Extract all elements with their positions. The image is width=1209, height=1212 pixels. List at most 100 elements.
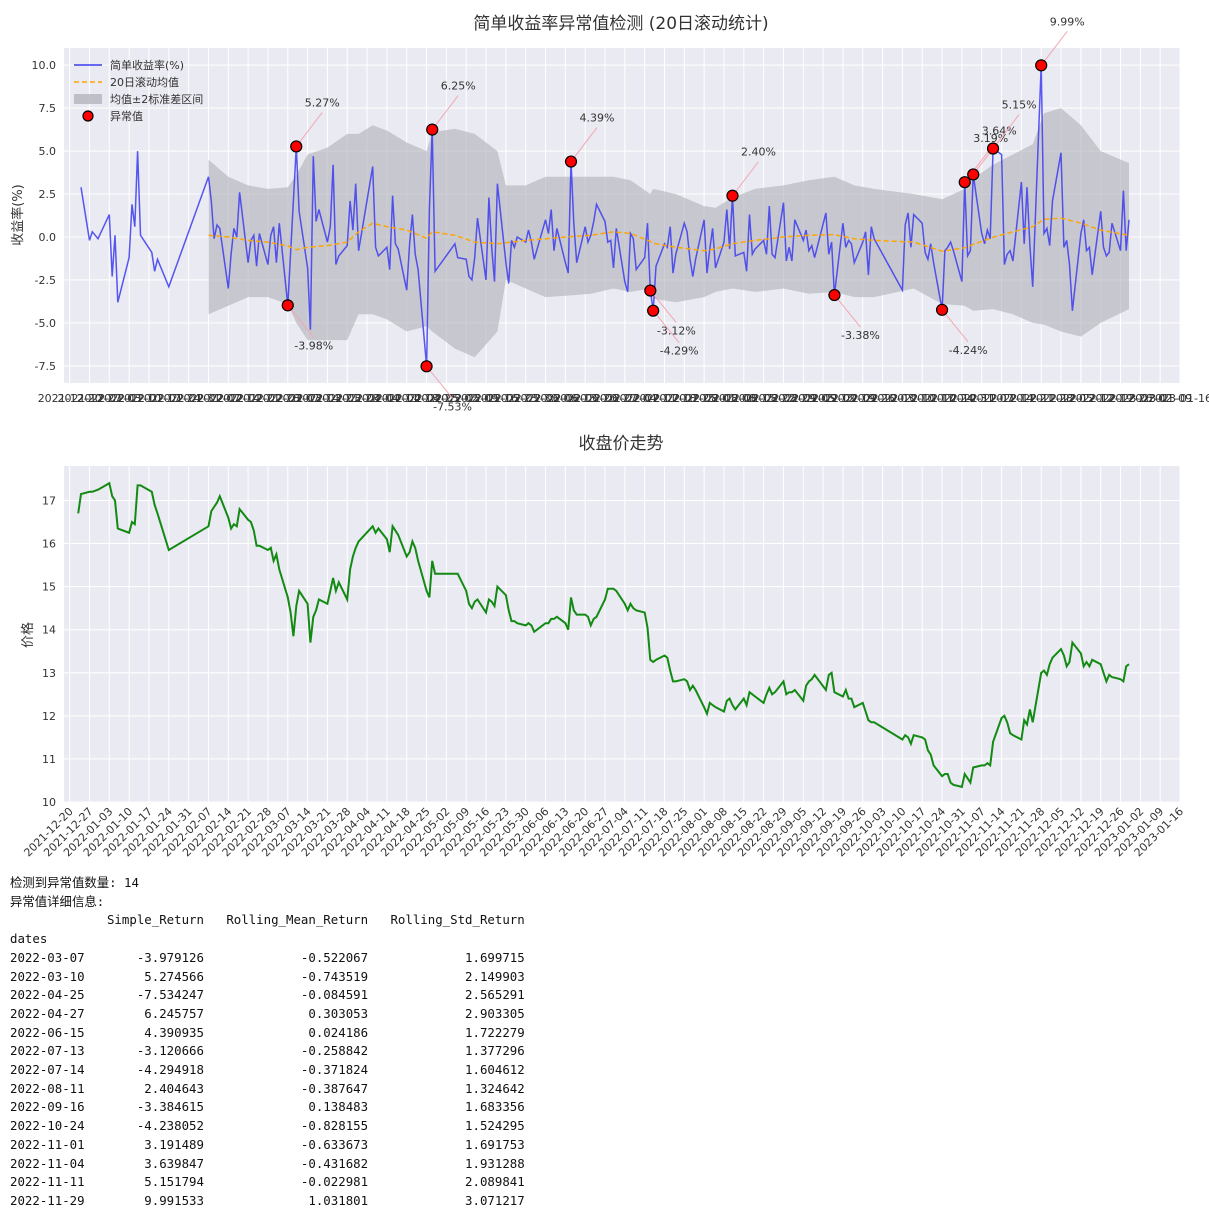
- returns-x-tick-label: 2022-09-05: [771, 392, 835, 405]
- returns-x-tick-label: 2022-01-03: [77, 392, 141, 405]
- figure: 简单收益率异常值检测 (20日滚动统计) 收益率(%) -7.5 -5.0 -2.5…: [10, 14, 1209, 859]
- returns-x-tick-label: 2022-03-14: [276, 392, 340, 405]
- outlier-point: [647, 304, 660, 317]
- outlier-point: [986, 142, 1000, 155]
- outlier-annotation-arrow: [732, 161, 759, 197]
- table-row: 2022-11-11 5.151794 -0.022981 2.089841: [10, 1174, 525, 1190]
- close-y-axis-label: 价格: [20, 622, 36, 648]
- table-row: 2022-04-25 -7.534247 -0.084591 2.565291: [10, 987, 525, 1003]
- returns-x-tick-label: 2022-07-04: [593, 392, 657, 405]
- outlier-annotation-label: 3.19%: [973, 132, 1008, 145]
- returns-x-tick-label: 2022-12-05: [1029, 392, 1093, 405]
- returns-x-tick-label: 2022-09-26: [831, 392, 895, 405]
- returns-y-tick-label: 7.5: [39, 102, 57, 115]
- legend-outlier-swatch: [82, 110, 94, 122]
- close-y-tick-label: 13: [42, 667, 56, 680]
- legend-entry-label: 20日滚动均值: [110, 75, 179, 89]
- outlier-annotation-label: 2.40%: [741, 146, 776, 159]
- close-chart-title: 收盘价走势: [579, 434, 664, 454]
- outlier-annotation-arrow: [834, 294, 861, 328]
- outlier-table: Simple_Return Rolling_Mean_Return Rollin…: [10, 911, 525, 1210]
- rolling-mean-line: [208, 217, 1130, 252]
- returns-x-tick-label: 2022-02-14: [196, 392, 260, 405]
- return-series-line: [80, 65, 1130, 367]
- returns-x-tick-label: 2022-11-28: [1009, 392, 1073, 405]
- close-price-line: [77, 481, 1130, 789]
- returns-x-tick-label: 2022-01-31: [157, 392, 221, 405]
- outlier-annotation-label: -4.29%: [660, 345, 699, 358]
- outlier-annotation-arrow: [992, 114, 1020, 149]
- returns-chart: 简单收益率异常值检测 (20日滚动统计) 收益率(%) -7.5 -5.0 -2.5…: [10, 14, 1209, 413]
- outlier-annotation-label: 4.39%: [580, 112, 615, 125]
- outlier-annotation-arrow: [652, 310, 680, 343]
- legend-entry-label: 简单收益率(%): [110, 58, 184, 72]
- returns-x-tick-label: 2022-10-31: [930, 392, 994, 405]
- outlier-annotation-arrow: [426, 366, 453, 399]
- returns-x-tick-label: 2022-07-11: [613, 392, 677, 405]
- outlier-annotation-arrow: [1040, 31, 1068, 66]
- legend-entry-label: 均值±2标准差区间: [110, 92, 203, 106]
- table-row: 2022-07-13 -3.120666 -0.258842 1.377296: [10, 1043, 525, 1059]
- outlier-point: [958, 176, 971, 189]
- table-index-name: dates: [10, 931, 48, 947]
- table-row: 2022-03-10 5.274566 -0.743519 2.149903: [10, 968, 525, 984]
- outlier-annotation-label: -3.38%: [841, 329, 880, 342]
- table-row: 2022-03-07 -3.979126 -0.522067 1.699715: [10, 949, 525, 965]
- returns-x-tick-label: 2022-03-28: [315, 392, 379, 405]
- returns-x-tick-label: 2022-08-22: [732, 392, 796, 405]
- outlier-point: [281, 299, 294, 312]
- outlier-annotation-arrow: [431, 95, 459, 130]
- returns-x-tick-label: 2022-06-06: [514, 392, 578, 405]
- outlier-detail-header: 异常值详细信息:: [10, 893, 105, 909]
- close-y-tick-label: 15: [42, 581, 56, 594]
- table-row: 2022-10-24 -4.238052 -0.828155 1.524295: [10, 1118, 525, 1134]
- returns-x-tick-label: 2022-12-26: [1089, 392, 1153, 405]
- returns-x-tick-label: 2022-04-11: [355, 392, 419, 405]
- returns-x-tick-label: 2022-05-30: [494, 392, 558, 405]
- outlier-point: [644, 284, 657, 297]
- close-y-tick-label: 12: [42, 710, 56, 723]
- outlier-count: 检测到异常值数量: 14: [10, 875, 139, 890]
- returns-y-tick-label: -7.5: [35, 360, 56, 373]
- returns-x-tick-label: 2022-01-24: [137, 392, 201, 405]
- returns-chart-title: 简单收益率异常值检测 (20日滚动统计): [473, 14, 768, 34]
- returns-y-tick-label: -2.5: [35, 274, 56, 287]
- outlier-annotation-arrow: [941, 309, 969, 343]
- outlier-annotation-arrow: [649, 290, 677, 323]
- legend-band-swatch: [74, 94, 102, 104]
- table-row: 2022-11-01 3.191489 -0.633673 1.691753: [10, 1136, 525, 1152]
- returns-x-tick-label: 2022-08-01: [672, 392, 736, 405]
- returns-x-tick-label: 2022-07-18: [633, 392, 697, 405]
- table-row: 2022-11-29 9.991533 1.031801 3.071217: [10, 1192, 525, 1208]
- returns-x-tick-label: 2022-01-17: [117, 392, 181, 405]
- returns-x-tick-label: 2022-04-25: [395, 392, 459, 405]
- returns-x-tick-label: 2022-11-21: [989, 392, 1053, 405]
- outlier-point: [967, 168, 980, 181]
- outlier-annotation-label: 5.15%: [1002, 99, 1037, 112]
- table-row: 2022-04-27 6.245757 0.303053 2.903305: [10, 1005, 525, 1021]
- returns-y-tick-label: 0.0: [39, 231, 57, 244]
- returns-x-tick-label: 2022-06-27: [573, 392, 637, 405]
- returns-x-tick-label: 2022-05-16: [454, 392, 518, 405]
- returns-x-tick-label: 2022-06-13: [533, 392, 597, 405]
- outlier-annotation-arrow: [287, 305, 315, 338]
- returns-x-tick-label: 2023-01-16: [1148, 392, 1209, 405]
- returns-x-tick-label: 2022-03-07: [256, 392, 320, 405]
- returns-x-tick-label: 2022-11-07: [950, 392, 1014, 405]
- console-output: 检测到异常值数量: 14 异常值详细信息: Simple_Return Rolli…: [10, 874, 525, 1211]
- outlier-annotation-label: 9.99%: [1050, 15, 1085, 28]
- outlier-annotation-arrow: [295, 112, 323, 147]
- close-y-tick-label: 17: [42, 494, 56, 507]
- returns-x-tick-label: 2023-01-09: [1128, 392, 1192, 405]
- returns-y-tick-label: 5.0: [39, 145, 57, 158]
- outlier-annotation-label: 5.27%: [305, 96, 340, 109]
- returns-x-tick-label: 2022-02-21: [216, 392, 280, 405]
- returns-x-tick-label: 2022-08-15: [712, 392, 776, 405]
- outlier-point: [420, 360, 433, 373]
- outlier-annotation-label: 6.25%: [441, 80, 476, 93]
- returns-x-tick-label: 2022-10-17: [890, 392, 954, 405]
- table-row: 2022-09-16 -3.384615 0.138483 1.683356: [10, 1099, 525, 1115]
- outlier-point: [290, 140, 303, 153]
- outlier-point: [935, 303, 949, 316]
- table-header-row: Simple_Return Rolling_Mean_Return Rollin…: [10, 912, 525, 928]
